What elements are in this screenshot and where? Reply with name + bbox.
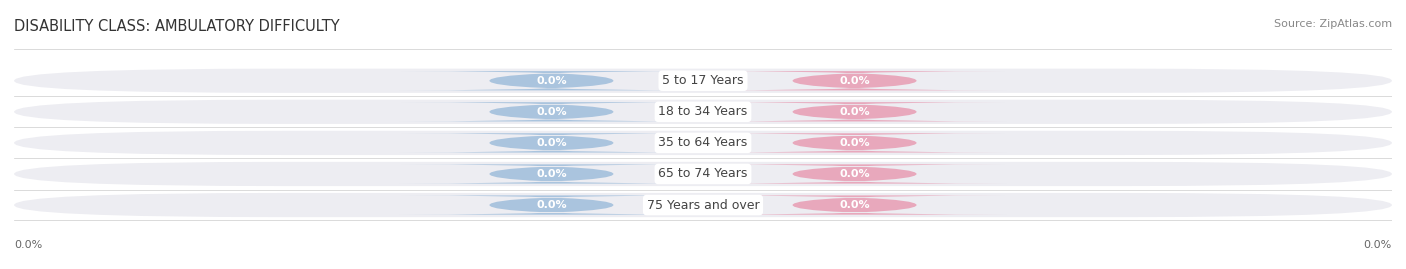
FancyBboxPatch shape	[14, 162, 1392, 186]
Text: 0.0%: 0.0%	[839, 138, 870, 148]
FancyBboxPatch shape	[399, 133, 703, 153]
FancyBboxPatch shape	[703, 133, 1007, 153]
Text: 0.0%: 0.0%	[536, 138, 567, 148]
FancyBboxPatch shape	[399, 102, 703, 122]
Text: 0.0%: 0.0%	[536, 169, 567, 179]
Text: 65 to 74 Years: 65 to 74 Years	[658, 168, 748, 180]
Text: 75 Years and over: 75 Years and over	[647, 199, 759, 211]
Text: 0.0%: 0.0%	[14, 240, 42, 250]
FancyBboxPatch shape	[399, 195, 703, 215]
Text: 0.0%: 0.0%	[1364, 240, 1392, 250]
FancyBboxPatch shape	[14, 69, 1392, 93]
FancyBboxPatch shape	[14, 193, 1392, 217]
Text: 35 to 64 Years: 35 to 64 Years	[658, 136, 748, 149]
FancyBboxPatch shape	[703, 102, 1007, 122]
Text: DISABILITY CLASS: AMBULATORY DIFFICULTY: DISABILITY CLASS: AMBULATORY DIFFICULTY	[14, 19, 340, 34]
Text: 0.0%: 0.0%	[536, 76, 567, 86]
Text: 0.0%: 0.0%	[536, 200, 567, 210]
Text: 0.0%: 0.0%	[839, 76, 870, 86]
FancyBboxPatch shape	[14, 100, 1392, 124]
Text: 5 to 17 Years: 5 to 17 Years	[662, 74, 744, 87]
Text: 18 to 34 Years: 18 to 34 Years	[658, 105, 748, 118]
Text: 0.0%: 0.0%	[839, 200, 870, 210]
FancyBboxPatch shape	[399, 71, 703, 90]
FancyBboxPatch shape	[703, 195, 1007, 215]
FancyBboxPatch shape	[14, 131, 1392, 155]
FancyBboxPatch shape	[703, 164, 1007, 184]
Text: 0.0%: 0.0%	[536, 107, 567, 117]
Text: 0.0%: 0.0%	[839, 107, 870, 117]
Text: 0.0%: 0.0%	[839, 169, 870, 179]
Text: Source: ZipAtlas.com: Source: ZipAtlas.com	[1274, 19, 1392, 29]
FancyBboxPatch shape	[399, 164, 703, 184]
FancyBboxPatch shape	[703, 71, 1007, 90]
